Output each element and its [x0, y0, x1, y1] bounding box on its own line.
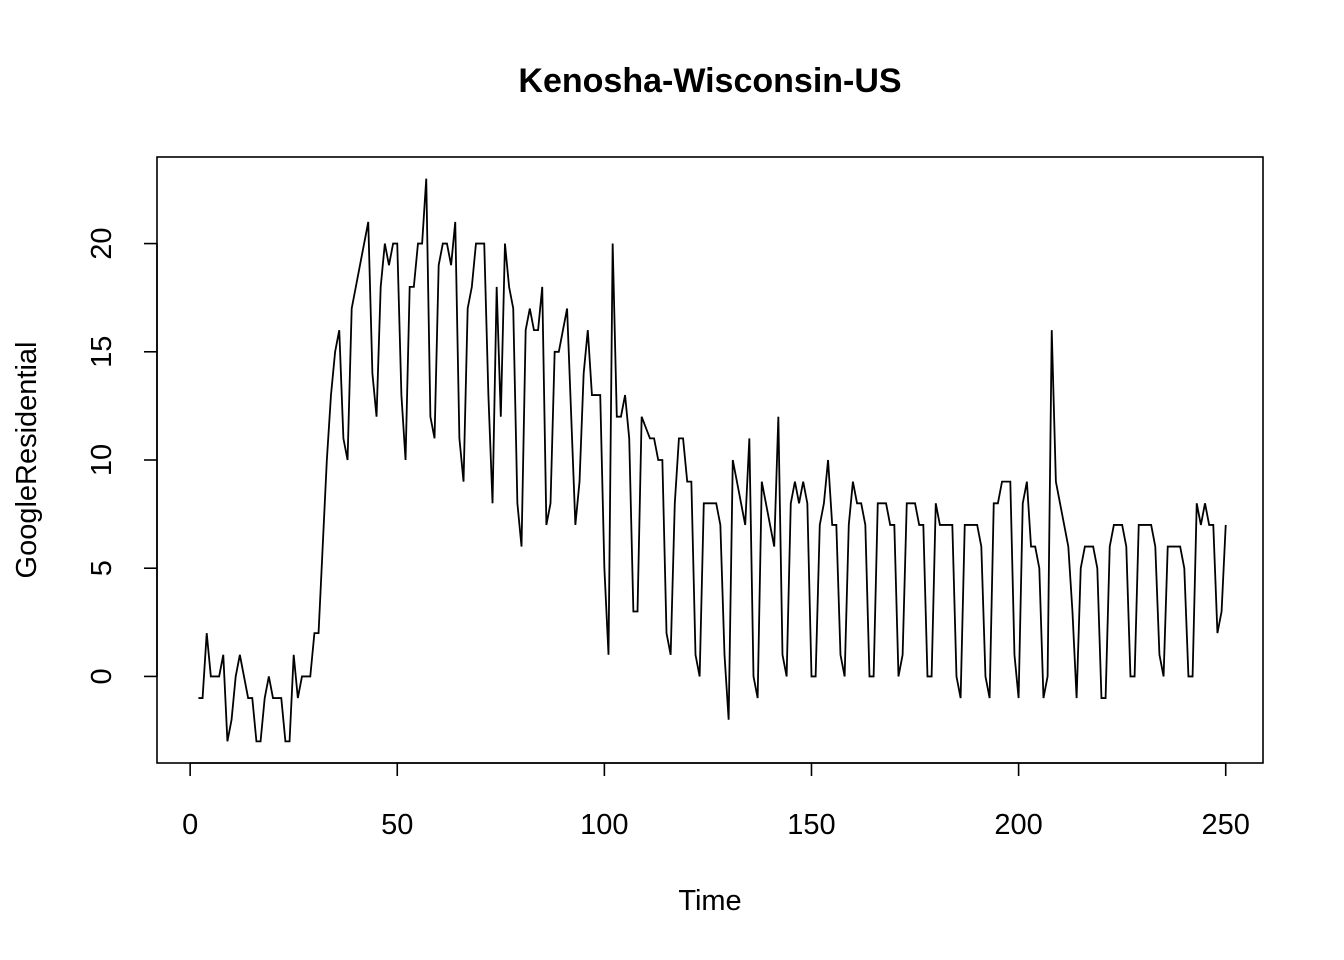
- x-tick-label: 0: [182, 809, 198, 841]
- plot-frame: [156, 156, 1264, 764]
- y-tick-label: 15: [86, 336, 118, 368]
- y-tick-label: 5: [86, 560, 118, 576]
- x-tick-label: 100: [580, 809, 628, 841]
- y-tick-label: 20: [86, 227, 118, 259]
- x-tick-label: 250: [1202, 809, 1250, 841]
- x-tick-label: 50: [381, 809, 413, 841]
- x-axis: 0 50 100 150 200 250: [182, 762, 1250, 841]
- y-tick-label: 0: [86, 668, 118, 684]
- series-line-google-residential: [198, 178, 1227, 743]
- y-tick-label: 10: [86, 444, 118, 476]
- x-tick-label: 150: [787, 809, 835, 841]
- x-axis-label: Time: [678, 885, 741, 917]
- x-tick-label: 200: [994, 809, 1042, 841]
- y-axis: 0 5 10 15 20: [86, 227, 158, 684]
- chart-title: Kenosha-Wisconsin-US: [518, 62, 901, 100]
- y-axis-label: GoogleResidential: [11, 342, 43, 579]
